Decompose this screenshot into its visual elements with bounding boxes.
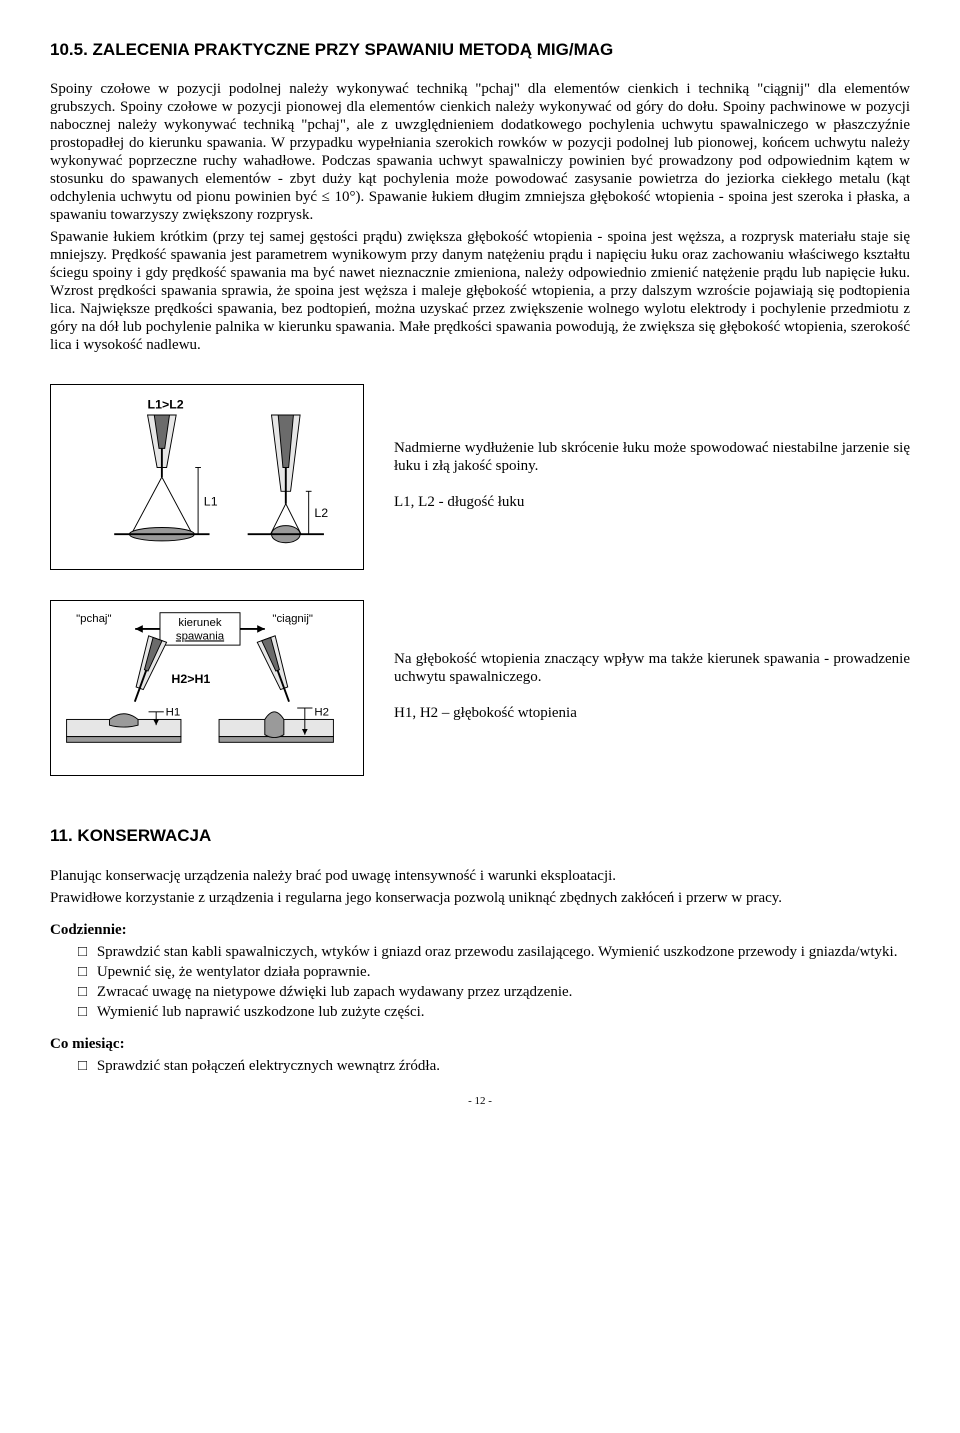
- monthly-label: Co miesiąc:: [50, 1035, 910, 1053]
- svg-text:L1: L1: [204, 495, 218, 509]
- page-number: - 12 -: [50, 1095, 910, 1108]
- figure-2-caption-line-1: Na głębokość wtopienia znaczący wpływ ma…: [394, 650, 910, 686]
- section-11-intro-2: Prawidłowe korzystanie z urządzenia i re…: [50, 889, 910, 907]
- figure-1-caption-line-2: L1, L2 - długość łuku: [394, 493, 910, 511]
- list-item: Sprawdzić stan połączeń elektrycznych we…: [98, 1057, 910, 1075]
- svg-text:H2: H2: [314, 707, 329, 719]
- figure-1-box: L1>L2 L1: [50, 384, 364, 570]
- weld-direction-diagram: "pchaj" "ciągnij" kierunek spawania H2>H…: [57, 607, 343, 769]
- svg-text:"ciągnij": "ciągnij": [272, 614, 313, 626]
- svg-text:L2: L2: [314, 506, 328, 520]
- figure-1-caption-line-1: Nadmierne wydłużenie lub skrócenie łuku …: [394, 439, 910, 475]
- figure-1-caption: Nadmierne wydłużenie lub skrócenie łuku …: [394, 439, 910, 515]
- figure-2-caption: Na głębokość wtopienia znaczący wpływ ma…: [394, 650, 910, 726]
- section-11-heading: 11. KONSERWACJA: [50, 826, 910, 846]
- svg-text:"pchaj": "pchaj": [76, 614, 111, 626]
- section-11-intro-1: Planując konserwację urządzenia należy b…: [50, 867, 910, 885]
- list-item: Zwracać uwagę na nietypowe dźwięki lub z…: [98, 983, 910, 1001]
- svg-text:H1: H1: [166, 707, 181, 719]
- arc-length-diagram: L1>L2 L1: [57, 391, 343, 563]
- figure-2-row: "pchaj" "ciągnij" kierunek spawania H2>H…: [50, 600, 910, 776]
- svg-text:H2>H1: H2>H1: [171, 673, 210, 687]
- section-105-heading: 10.5. ZALECENIA PRAKTYCZNE PRZY SPAWANIU…: [50, 40, 910, 60]
- figure-1-row: L1>L2 L1: [50, 384, 910, 570]
- figure-2-caption-line-2: H1, H2 – głębokość wtopienia: [394, 704, 910, 722]
- monthly-list: Sprawdzić stan połączeń elektrycznych we…: [50, 1057, 910, 1075]
- svg-text:kierunek: kierunek: [178, 617, 221, 629]
- svg-text:spawania: spawania: [176, 631, 225, 643]
- list-item: Wymienić lub naprawić uszkodzone lub zuż…: [98, 1003, 910, 1021]
- figure-2-box: "pchaj" "ciągnij" kierunek spawania H2>H…: [50, 600, 364, 776]
- list-item: Upewnić się, że wentylator działa popraw…: [98, 963, 910, 981]
- daily-label: Codziennie:: [50, 921, 910, 939]
- daily-list: Sprawdzić stan kabli spawalniczych, wtyk…: [50, 943, 910, 1021]
- svg-text:L1>L2: L1>L2: [148, 398, 184, 412]
- list-item: Sprawdzić stan kabli spawalniczych, wtyk…: [98, 943, 910, 961]
- section-105-para-2: Spawanie łukiem krótkim (przy tej samej …: [50, 228, 910, 354]
- section-105-para-1: Spoiny czołowe w pozycji podolnej należy…: [50, 80, 910, 224]
